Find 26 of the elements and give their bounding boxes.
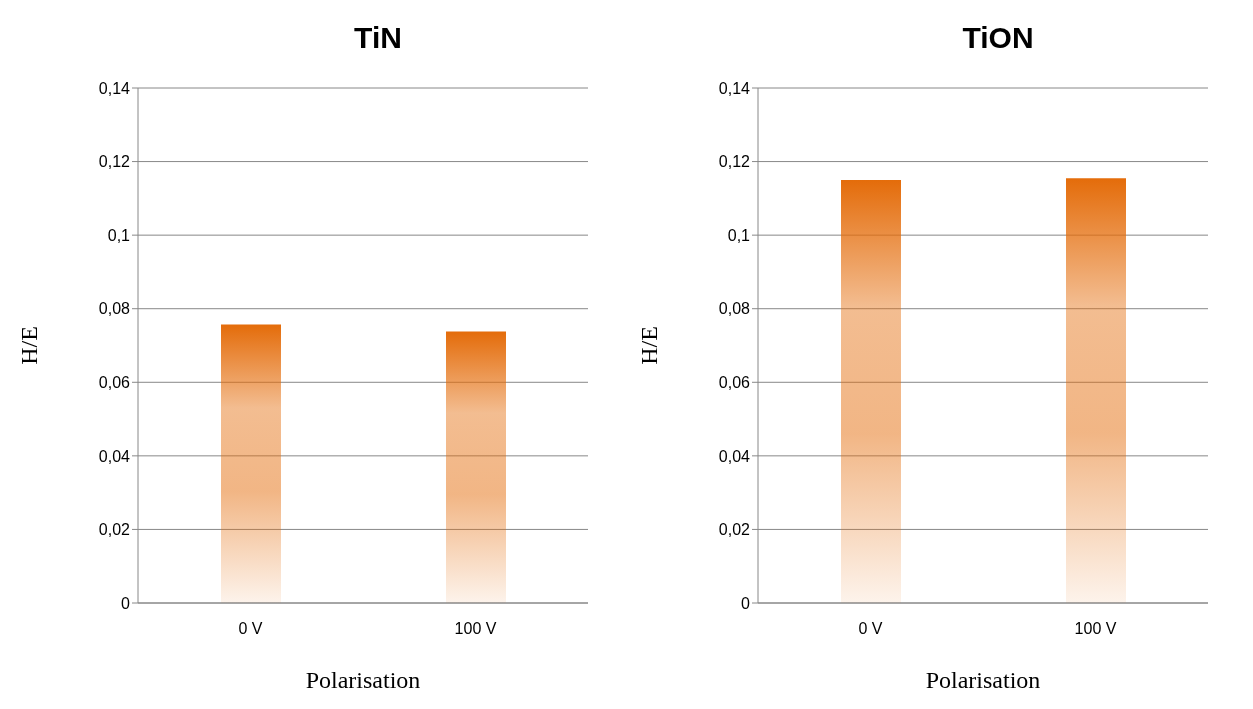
y-tick-label: 0	[121, 594, 131, 612]
x-tick-label: 100 V	[1074, 620, 1117, 638]
y-tick-label: 0,04	[98, 447, 131, 465]
y-tick-label: 0,08	[718, 300, 751, 318]
y-tick-label: 0,02	[98, 521, 131, 539]
chart-title: TiN	[353, 20, 403, 56]
y-tick-label: 0,02	[718, 521, 751, 539]
x-tick-label: 0 V	[858, 620, 883, 638]
y-tick-label: 0,1	[727, 226, 751, 244]
x-axis-title: Polarisation	[305, 667, 421, 693]
chart-title: TiON	[961, 20, 1035, 56]
y-tick-label: 0,14	[98, 79, 131, 97]
y-tick-label: 0,12	[98, 153, 131, 171]
y-axis-title: H/E	[635, 326, 662, 365]
y-tick-label: 0,1	[107, 226, 131, 244]
x-axis-title: Polarisation	[925, 667, 1041, 693]
y-tick-label: 0,06	[718, 373, 751, 391]
x-tick-label: 100 V	[454, 620, 497, 638]
y-tick-label: 0,06	[98, 373, 131, 391]
y-tick-label: 0,12	[718, 153, 751, 171]
y-axis-title: H/E	[15, 326, 42, 365]
y-tick-label: 0,08	[98, 300, 131, 318]
y-tick-label: 0,04	[718, 447, 751, 465]
x-tick-label: 0 V	[238, 620, 263, 638]
y-tick-label: 0,14	[718, 79, 751, 97]
y-tick-label: 0	[741, 594, 751, 612]
